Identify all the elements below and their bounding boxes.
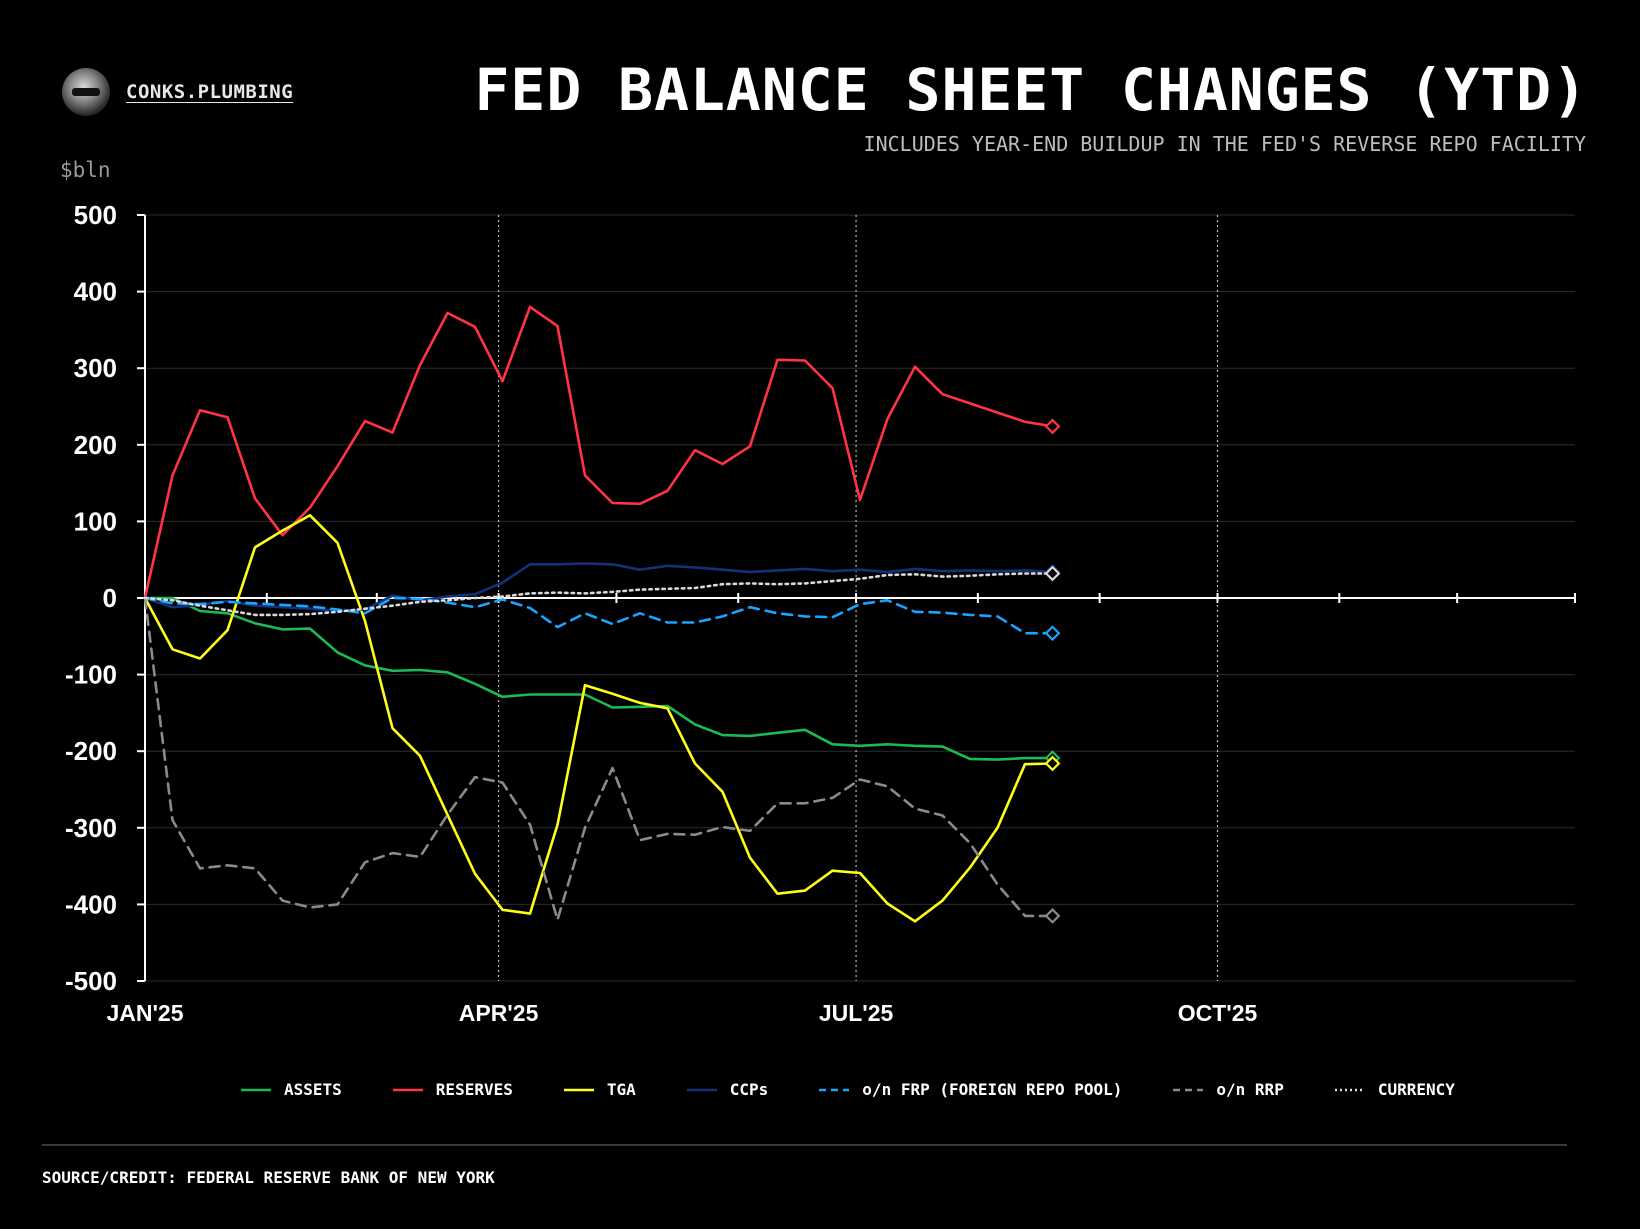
legend-swatch: [241, 1088, 271, 1091]
series-end-marker-o-n-frp-foreign-repo-pool: [1044, 625, 1061, 642]
legend-swatch: [1334, 1088, 1365, 1091]
x-tick-label: APR'25: [459, 1000, 539, 1026]
legend-swatch: [1173, 1088, 1204, 1091]
legend-label: o/n RRP: [1216, 1080, 1284, 1099]
legend-label: RESERVES: [435, 1080, 513, 1099]
y-tick-label: -200: [65, 736, 117, 766]
brand: CONKS.PLUMBING: [62, 68, 293, 116]
legend-label: CCPs: [729, 1080, 769, 1099]
y-axis-unit: $bln: [60, 158, 111, 182]
series-end-marker-currency: [1044, 565, 1061, 582]
series-line-tga: [143, 513, 1054, 923]
y-tick-label: -400: [65, 889, 117, 919]
legend-item: CCPs: [686, 1080, 769, 1099]
y-tick-label: 200: [74, 430, 117, 460]
y-tick-label: 0: [103, 583, 117, 613]
y-tick-label: 400: [74, 277, 117, 307]
series-end-marker-o-n-rrp: [1044, 907, 1061, 924]
series-line-reserves: [143, 305, 1054, 600]
series-line-currency: [143, 572, 1054, 617]
y-tick-label: 300: [74, 353, 117, 383]
legend-swatch: [563, 1088, 594, 1091]
legend-swatch: [686, 1088, 717, 1091]
y-tick-label: -300: [65, 813, 117, 843]
series-line-o-n-rrp: [143, 596, 1054, 922]
legend-item: RESERVES: [392, 1080, 513, 1099]
series-end-marker-reserves: [1044, 418, 1061, 435]
legend-label: ASSETS: [284, 1080, 342, 1099]
legend-label: CURRENCY: [1377, 1080, 1455, 1099]
legend-item: TGA: [563, 1080, 636, 1099]
y-tick-label: 100: [74, 506, 117, 536]
legend-item: o/n RRP: [1172, 1080, 1284, 1099]
source-credit: SOURCE/CREDIT: FEDERAL RESERVE BANK OF N…: [42, 1168, 495, 1187]
avatar-icon: [62, 68, 110, 116]
series-line-o-n-frp-foreign-repo-pool: [143, 596, 1054, 635]
x-tick-label: JUL'25: [819, 1000, 894, 1026]
legend-label: TGA: [606, 1080, 636, 1099]
chart-title: FED BALANCE SHEET CHANGES (YTD): [474, 56, 1588, 124]
legend-swatch: [392, 1088, 423, 1091]
legend-item: CURRENCY: [1334, 1080, 1455, 1099]
footer-divider: [42, 1144, 1567, 1146]
legend: ASSETS RESERVES TGA CCPs o/n FRP (FOREIGN RE…: [240, 1080, 1455, 1099]
series-end-marker-tga: [1044, 755, 1061, 772]
series-line-ccps: [143, 562, 1054, 613]
brand-link[interactable]: CONKS.PLUMBING: [126, 81, 294, 103]
legend-swatch: [819, 1088, 850, 1091]
legend-item: ASSETS: [240, 1080, 342, 1099]
legend-label: o/n FRP (FOREIGN REPO POOL): [862, 1080, 1123, 1099]
x-tick-label: JAN'25: [106, 1000, 183, 1026]
series-line-assets: [143, 596, 1054, 761]
y-tick-label: -100: [65, 660, 117, 690]
chart-subtitle: INCLUDES YEAR-END BUILDUP IN THE FED'S R…: [863, 132, 1586, 156]
legend-item: o/n FRP (FOREIGN REPO POOL): [818, 1080, 1122, 1099]
x-tick-label: OCT'25: [1178, 1000, 1258, 1026]
y-tick-label: 500: [74, 200, 117, 230]
y-tick-label: -500: [65, 966, 117, 996]
